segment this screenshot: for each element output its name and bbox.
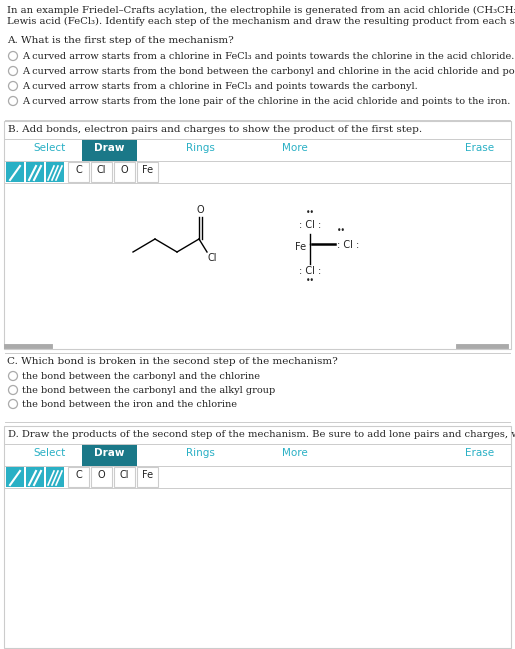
Text: A curved arrow starts from the lone pair of the chlorine in the acid chloride an: A curved arrow starts from the lone pair… <box>22 97 510 106</box>
Text: the bond between the iron and the chlorine: the bond between the iron and the chlori… <box>22 400 237 409</box>
Text: More: More <box>282 448 308 458</box>
Text: Draw: Draw <box>94 448 124 458</box>
Bar <box>26 162 44 182</box>
Text: Erase: Erase <box>466 143 494 153</box>
Text: Fe: Fe <box>142 165 153 175</box>
Text: Fe: Fe <box>295 242 306 252</box>
Text: ••: •• <box>337 226 346 235</box>
Text: ••: •• <box>305 276 315 285</box>
Text: Cl: Cl <box>208 253 217 263</box>
Text: O: O <box>98 470 105 480</box>
Text: Lewis acid (FeCl₃). Identify each step of the mechanism and draw the resulting p: Lewis acid (FeCl₃). Identify each step o… <box>7 17 515 26</box>
Text: Erase: Erase <box>466 448 494 458</box>
Text: Cl: Cl <box>120 470 129 480</box>
Text: A curved arrow starts from a chlorine in FeCl₃ and points towards the carbonyl.: A curved arrow starts from a chlorine in… <box>22 82 418 91</box>
Bar <box>46 467 64 487</box>
Bar <box>82 444 137 466</box>
Text: ••: •• <box>305 208 315 217</box>
Text: Select: Select <box>34 448 66 458</box>
Text: A. What is the first step of the mechanism?: A. What is the first step of the mechani… <box>7 36 234 45</box>
Bar <box>4 121 511 349</box>
Bar <box>6 467 24 487</box>
Bar <box>91 467 112 487</box>
Bar <box>137 467 158 487</box>
Bar <box>4 426 511 648</box>
Text: : Cl :: : Cl : <box>337 240 359 250</box>
Text: C. Which bond is broken in the second step of the mechanism?: C. Which bond is broken in the second st… <box>7 357 338 366</box>
Text: Draw: Draw <box>94 143 124 153</box>
Text: the bond between the carbonyl and the chlorine: the bond between the carbonyl and the ch… <box>22 372 260 381</box>
Bar <box>114 467 135 487</box>
Text: O: O <box>121 165 128 175</box>
Text: Fe: Fe <box>142 470 153 480</box>
Text: : Cl :: : Cl : <box>299 266 321 276</box>
Bar <box>137 162 158 182</box>
Bar <box>114 162 135 182</box>
Text: C: C <box>75 165 82 175</box>
Text: In an example Friedel–Crafts acylation, the electrophile is generated from an ac: In an example Friedel–Crafts acylation, … <box>7 6 515 15</box>
Bar <box>46 162 64 182</box>
Text: Rings: Rings <box>185 143 214 153</box>
Text: A curved arrow starts from the bond between the carbonyl and chlorine in the aci: A curved arrow starts from the bond betw… <box>22 67 515 76</box>
Bar <box>68 467 89 487</box>
Text: C: C <box>75 470 82 480</box>
Text: O: O <box>197 205 204 215</box>
Bar <box>68 162 89 182</box>
Text: B. Add bonds, electron pairs and charges to show the product of the first step.: B. Add bonds, electron pairs and charges… <box>8 125 422 134</box>
Text: : Cl :: : Cl : <box>299 220 321 230</box>
Text: Select: Select <box>34 143 66 153</box>
Bar <box>82 139 137 161</box>
Text: A curved arrow starts from a chlorine in FeCl₃ and points towards the chlorine i: A curved arrow starts from a chlorine in… <box>22 52 514 61</box>
Text: Cl: Cl <box>97 165 106 175</box>
Text: the bond between the carbonyl and the alkyl group: the bond between the carbonyl and the al… <box>22 386 275 395</box>
Bar <box>26 467 44 487</box>
Bar <box>6 162 24 182</box>
Text: More: More <box>282 143 308 153</box>
Text: Rings: Rings <box>185 448 214 458</box>
Bar <box>91 162 112 182</box>
Text: D. Draw the products of the second step of the mechanism. Be sure to add lone pa: D. Draw the products of the second step … <box>8 430 515 439</box>
